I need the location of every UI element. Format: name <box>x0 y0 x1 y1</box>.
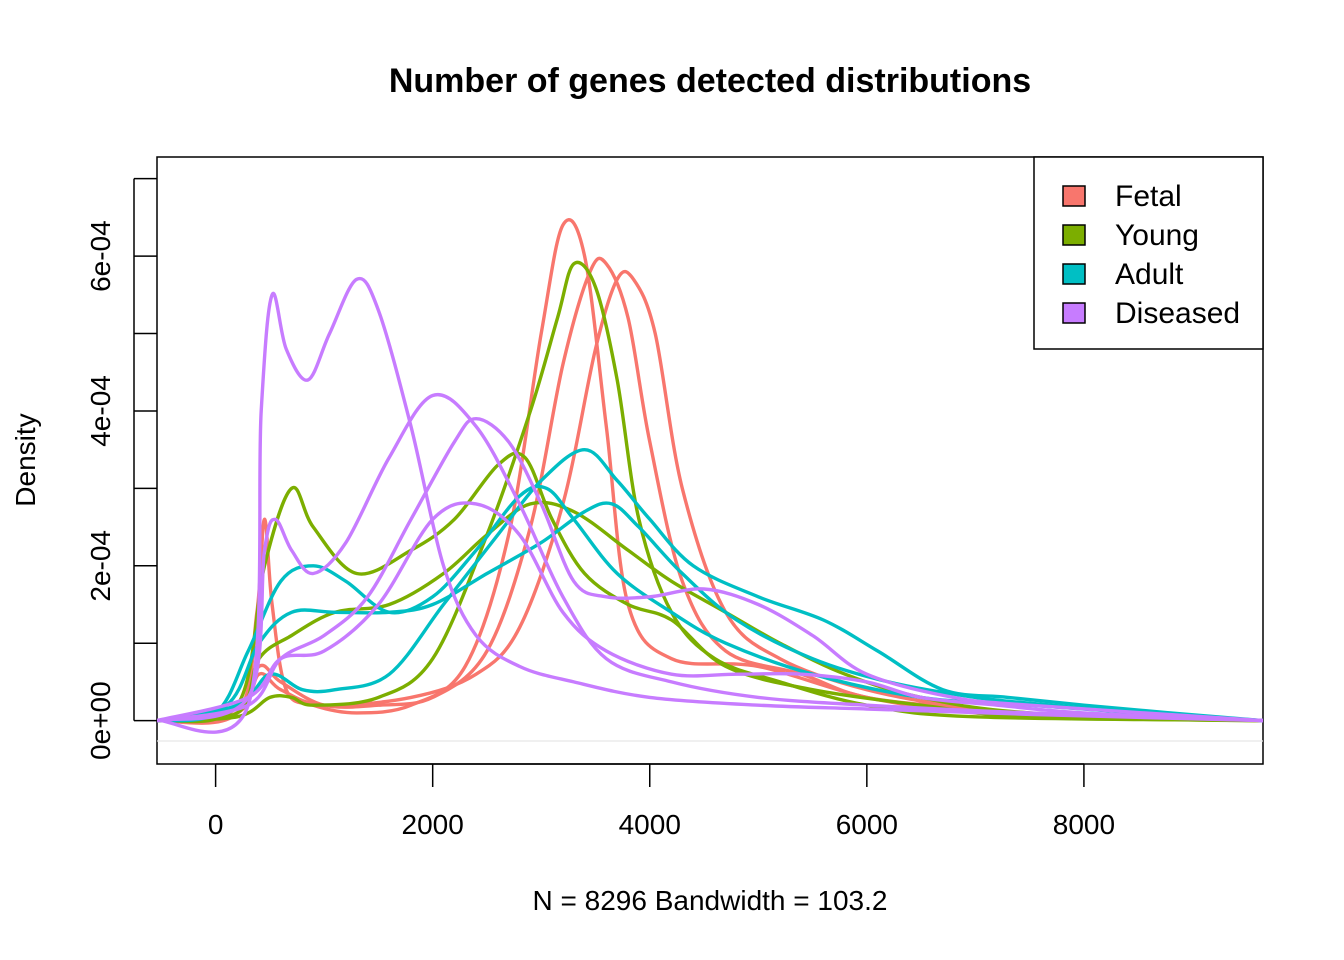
x-tick-label: 2000 <box>402 809 464 840</box>
legend-label-young: Young <box>1115 219 1199 252</box>
legend-swatch-diseased <box>1062 302 1086 324</box>
x-tick-label: 0 <box>208 809 224 840</box>
x-tick-label: 6000 <box>836 809 898 840</box>
legend-label-fetal: Fetal <box>1115 180 1182 213</box>
y-tick-label: 4e-04 <box>85 375 116 447</box>
density-line-diseased <box>157 417 1263 723</box>
density-line-young <box>157 260 1263 723</box>
x-axis: 0 2000 4000 6000 8000 <box>208 763 1115 840</box>
density-line-adult <box>157 448 1263 723</box>
y-tick-label: 2e-04 <box>85 530 116 602</box>
y-axis-label: Density <box>10 413 41 506</box>
y-tick-label: 6e-04 <box>85 220 116 292</box>
legend-label-diseased: Diseased <box>1115 297 1240 330</box>
density-line-diseased <box>157 501 1263 723</box>
x-axis-label: N = 8296 Bandwidth = 103.2 <box>533 885 888 916</box>
y-axis: 0e+00 2e-04 4e-04 6e-04 <box>85 177 157 760</box>
x-tick-label: 4000 <box>619 809 681 840</box>
chart-title: Number of genes detected distributions <box>389 62 1031 100</box>
legend-label-adult: Adult <box>1115 258 1184 291</box>
density-line-fetal <box>157 269 1263 723</box>
legend: Fetal Young Adult Diseased <box>1033 156 1264 350</box>
density-line-adult <box>157 501 1263 723</box>
density-line-diseased <box>157 392 1263 723</box>
legend-swatch-young <box>1062 224 1086 246</box>
x-tick-label: 8000 <box>1053 809 1115 840</box>
legend-swatch-fetal <box>1062 185 1086 207</box>
y-tick-label: 0e+00 <box>85 681 116 760</box>
series-layer <box>157 218 1263 734</box>
density-line-young <box>157 451 1263 724</box>
density-line-diseased <box>157 276 1263 734</box>
legend-swatch-adult <box>1062 263 1086 285</box>
